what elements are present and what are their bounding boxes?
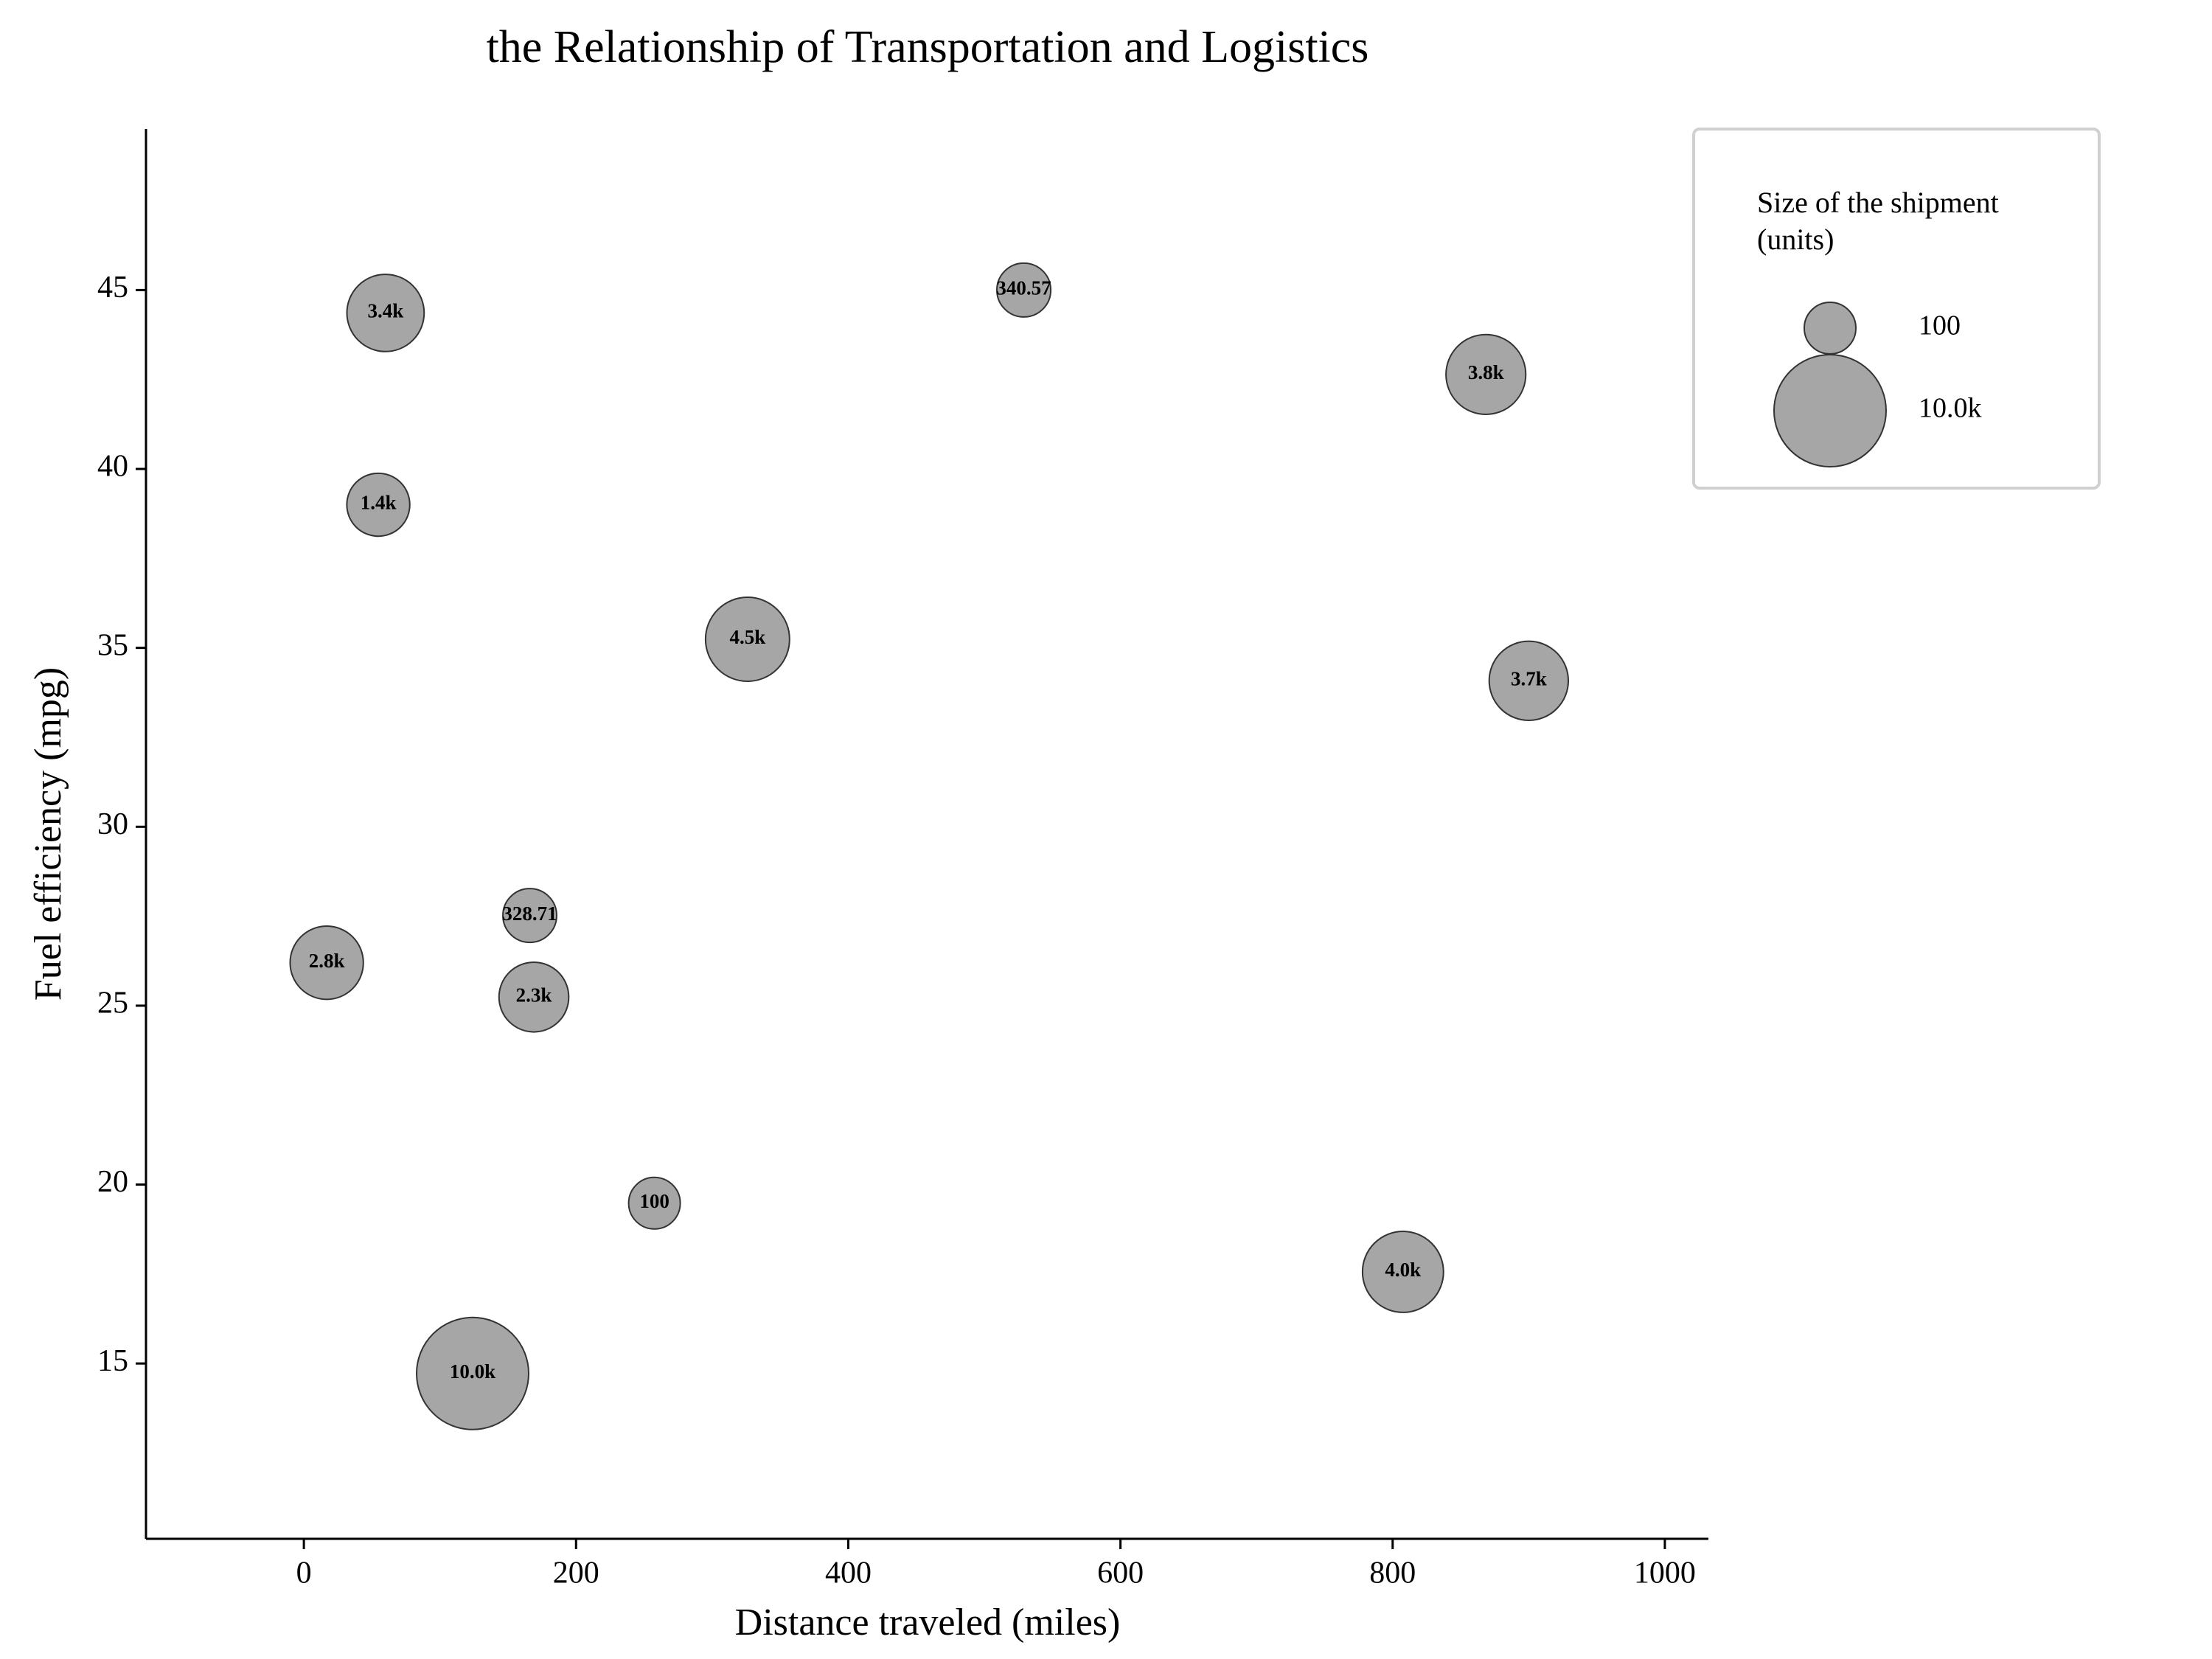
y-tick-label: 25: [97, 987, 128, 1020]
data-label: 4.0k: [1385, 1259, 1421, 1281]
x-tick-label: 800: [1369, 1557, 1416, 1590]
data-label: 1.4k: [361, 492, 397, 514]
legend-bubble: [1804, 302, 1857, 355]
y-tick-label: 30: [97, 807, 128, 841]
bubble: [498, 961, 570, 1033]
x-axis-label: Distance traveled (miles): [735, 1601, 1121, 1644]
bubble: [415, 1316, 529, 1430]
legend-label: 10.0k: [1919, 393, 1982, 424]
bubble: [627, 1176, 681, 1230]
y-tick-label: 40: [97, 450, 128, 484]
bubble: [704, 597, 790, 682]
data-label: 10.0k: [450, 1360, 495, 1382]
y-axis-label: Fuel efficiency (mpg): [27, 667, 69, 1001]
x-tick-label: 600: [1097, 1557, 1144, 1590]
y-tick-label: 45: [97, 271, 128, 305]
data-label: 340.57: [996, 277, 1051, 299]
legend-label: 100: [1919, 310, 1961, 341]
legend-title: Size of the shipment (units): [1757, 186, 1999, 256]
data-label: 3.8k: [1468, 361, 1504, 383]
bubble: [289, 925, 364, 1001]
bubble: [1361, 1231, 1444, 1313]
data-label: 328.71: [502, 902, 557, 925]
x-tick-label: 0: [296, 1557, 312, 1590]
data-label: 4.5k: [729, 626, 765, 648]
bubble: [502, 888, 557, 944]
bubble: [1488, 640, 1570, 721]
y-tick-label: 15: [97, 1344, 128, 1378]
data-label: 100: [639, 1190, 669, 1212]
bubble: [1445, 333, 1527, 415]
chart-title: the Relationship of Transportation and L…: [487, 22, 1369, 72]
bubble: [996, 262, 1052, 318]
y-tick-label: 20: [97, 1165, 128, 1199]
legend-bubble: [1773, 354, 1887, 467]
y-tick-label: 35: [97, 628, 128, 662]
data-label: 2.8k: [309, 950, 345, 972]
x-tick-label: 200: [553, 1557, 599, 1590]
bubble: [346, 472, 411, 538]
data-label: 3.7k: [1511, 668, 1547, 690]
x-tick-label: 400: [825, 1557, 872, 1590]
bubble: [346, 274, 425, 352]
data-label: 2.3k: [516, 984, 552, 1006]
x-tick-label: 1000: [1634, 1557, 1696, 1590]
legend-box: [1692, 128, 2101, 490]
data-label: 3.4k: [367, 300, 403, 322]
